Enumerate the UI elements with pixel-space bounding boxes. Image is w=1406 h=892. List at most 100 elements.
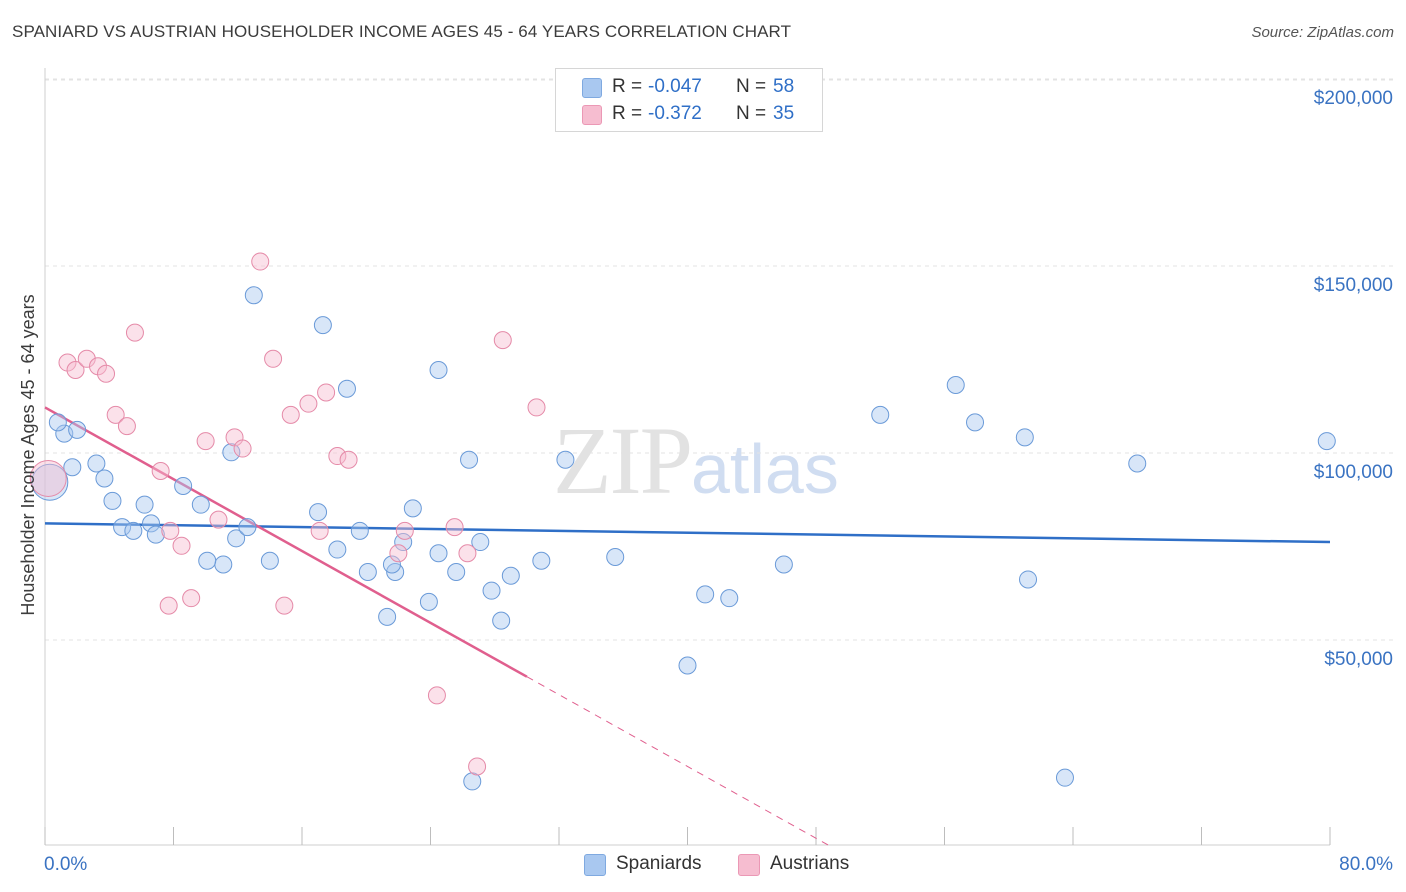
point-spaniards [124, 521, 143, 540]
point-spaniards [31, 463, 69, 501]
point-spaniards [946, 375, 965, 394]
point-spaniards [142, 514, 161, 533]
point-spaniards [696, 585, 715, 604]
point-spaniards [532, 551, 551, 570]
point-spaniards [482, 581, 501, 600]
point-spaniards [48, 413, 67, 432]
point-spaniards [1055, 768, 1074, 787]
point-spaniards [720, 589, 739, 608]
point-austrians [275, 596, 294, 615]
watermark: ZIPatlas [553, 405, 839, 516]
point-spaniards [460, 450, 479, 469]
point-spaniards [871, 405, 890, 424]
point-austrians [172, 536, 191, 555]
point-austrians [196, 432, 215, 451]
point-spaniards [113, 518, 132, 537]
point-spaniards [68, 420, 87, 439]
point-austrians [29, 459, 67, 497]
legend-row-austrians: R = -0.372 N = 35 [556, 101, 822, 127]
point-spaniards [227, 529, 246, 548]
point-austrians [97, 364, 116, 383]
point-spaniards [198, 551, 217, 570]
point-spaniards [358, 562, 377, 581]
point-spaniards [103, 491, 122, 510]
y-axis-title: Householder Income Ages 45 - 64 years [18, 294, 38, 615]
point-austrians [328, 447, 347, 466]
y-tick-label: $150,000 [1314, 275, 1393, 296]
legend-swatch-austrians [738, 854, 760, 876]
point-austrians [77, 349, 96, 368]
point-austrians [117, 417, 136, 436]
point-austrians [339, 450, 358, 469]
point-spaniards [429, 361, 448, 380]
legend-n-label: N = [736, 76, 767, 97]
legend-r-label: R = [612, 103, 643, 124]
point-spaniards [378, 607, 397, 626]
point-spaniards [463, 772, 482, 791]
point-austrians [458, 544, 477, 563]
point-spaniards [313, 316, 332, 335]
correlation-legend: R = -0.047 N = 58 R = -0.372 N = 35 [555, 68, 823, 132]
point-austrians [106, 405, 125, 424]
point-austrians [125, 323, 144, 342]
x-tick-label-max: 80.0% [1339, 854, 1393, 875]
point-spaniards [471, 533, 490, 552]
point-austrians [395, 521, 414, 540]
legend-n-value: 58 [773, 76, 795, 97]
x-tick-label-min: 0.0% [44, 854, 87, 875]
point-spaniards [1317, 432, 1336, 451]
legend-n-label: N = [736, 103, 767, 124]
point-austrians [468, 757, 487, 776]
point-spaniards [238, 518, 257, 537]
point-austrians [182, 589, 201, 608]
point-austrians [299, 394, 318, 413]
watermark-atlas: atlas [691, 430, 839, 508]
point-spaniards [214, 555, 233, 574]
point-spaniards [87, 454, 106, 473]
y-tick-label: $50,000 [1324, 649, 1393, 670]
point-spaniards [350, 521, 369, 540]
legend-row-spaniards: R = -0.047 N = 58 [556, 74, 822, 100]
legend-label-austrians: Austrians [770, 853, 850, 874]
point-spaniards [501, 566, 520, 585]
point-austrians [310, 521, 329, 540]
point-spaniards [556, 450, 575, 469]
point-austrians [493, 331, 512, 350]
point-austrians [445, 518, 464, 537]
point-austrians [251, 252, 270, 271]
point-austrians [159, 596, 178, 615]
source-credit: Source: ZipAtlas.com [1251, 24, 1394, 41]
point-spaniards [492, 611, 511, 630]
legend-r-value: -0.047 [648, 76, 702, 97]
point-spaniards [403, 499, 422, 518]
point-austrians [151, 462, 170, 480]
point-austrians [427, 686, 446, 705]
y-tick-label: $100,000 [1314, 462, 1393, 483]
point-austrians [161, 521, 180, 540]
point-spaniards [146, 525, 165, 544]
tick-labels: $50,000 $100,000 $150,000 $200,000 0.0% 80.0% [44, 88, 1393, 875]
point-spaniards [337, 379, 356, 398]
legend-r-value: -0.372 [648, 103, 702, 124]
point-spaniards [966, 413, 985, 432]
point-spaniards [95, 469, 114, 488]
point-spaniards [447, 562, 466, 581]
point-spaniards [419, 592, 438, 611]
data-points [29, 252, 1336, 791]
point-austrians [527, 398, 546, 417]
point-spaniards [135, 495, 154, 514]
point-austrians [281, 405, 300, 424]
y-tick-label: $200,000 [1314, 88, 1393, 109]
point-austrians [389, 544, 408, 563]
legend-swatch-spaniards [582, 78, 602, 98]
point-spaniards [774, 555, 793, 574]
legend-label-spaniards: Spaniards [616, 853, 702, 874]
point-spaniards [429, 544, 448, 563]
point-spaniards [328, 540, 347, 559]
legend-r-label: R = [612, 76, 643, 97]
axes [44, 68, 1331, 846]
point-austrians [317, 383, 336, 402]
legend-n-value: 35 [773, 103, 795, 124]
point-spaniards [244, 286, 263, 305]
